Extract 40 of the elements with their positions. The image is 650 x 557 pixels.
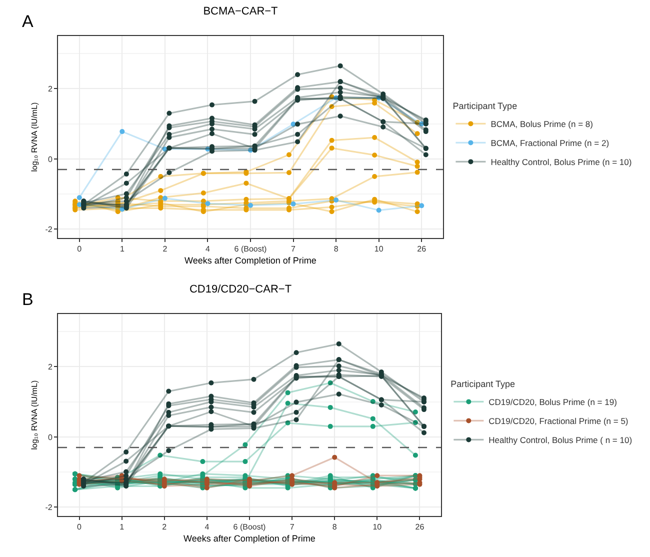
- legend-title: Participant Type: [450, 379, 516, 390]
- x-tick-label: 7: [291, 244, 296, 254]
- x-axis-title: Weeks after Completion of Prime: [184, 255, 316, 266]
- legend-label: Healthy Control, Bolus Prime ( n = 10): [488, 435, 632, 446]
- x-tick-label: 0: [77, 244, 82, 254]
- legend-label: Healthy Control, Bolus Prime (n = 10): [490, 157, 632, 168]
- x-tick-label: 6 (Boost): [233, 522, 266, 532]
- x-tick-label: 0: [77, 522, 82, 532]
- x-tick-label: 8: [332, 522, 338, 532]
- x-tick-label: 2: [162, 244, 168, 254]
- chart-title: BCMA−CAR−T: [203, 6, 278, 18]
- x-tick-label: 26: [415, 522, 425, 532]
- x-tick-label: 26: [417, 244, 427, 254]
- y-tick-label: 0: [48, 154, 53, 164]
- x-tick-label: 1: [120, 522, 125, 532]
- x-tick-label: 7: [290, 522, 295, 532]
- legend-label: BCMA, Fractional Prime (n = 2): [490, 138, 610, 148]
- chart-title: CD19/CD20−CAR−T: [189, 284, 292, 296]
- text: A: [22, 12, 34, 31]
- y-tick-label: 2: [48, 362, 53, 372]
- y-tick-label: 2: [48, 84, 53, 94]
- y-axis-title: log₁₀ RVNA (IU/mL): [30, 380, 39, 450]
- y-axis-title: log₁₀ RVNA (IU/mL): [30, 102, 39, 172]
- legend-label: CD19/CD20, Fractional Prime (n = 5): [488, 416, 628, 426]
- x-axis-title: Weeks after Completion of Prime: [184, 533, 316, 544]
- x-tick-label: 4: [205, 244, 210, 254]
- x-tick-label: 1: [120, 244, 125, 254]
- x-tick-label: 2: [162, 522, 168, 532]
- legend-title: Participant Type: [452, 101, 518, 112]
- legend-label: CD19/CD20, Bolus Prime (n = 19): [488, 397, 618, 408]
- x-tick-label: 10: [372, 522, 382, 532]
- y-tick-label: 0: [48, 432, 53, 442]
- x-tick-label: 6 (Boost): [234, 244, 268, 254]
- x-tick-label: 4: [204, 522, 210, 532]
- text: B: [22, 290, 34, 309]
- x-tick-label: 8: [334, 244, 339, 254]
- y-tick-label: -2: [45, 503, 53, 512]
- y-tick-label: -2: [45, 225, 53, 234]
- legend-label: BCMA, Bolus Prime (n = 8): [490, 119, 594, 130]
- x-tick-label: 10: [374, 244, 384, 254]
